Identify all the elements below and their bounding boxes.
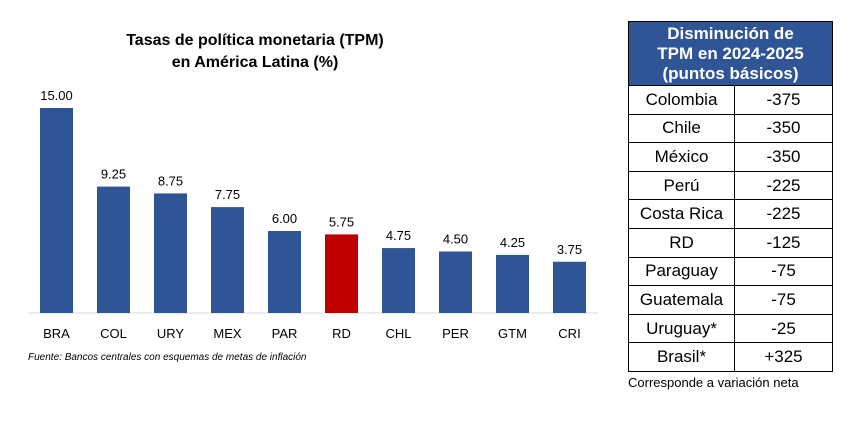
table-cell-country: Guatemala (628, 285, 735, 315)
table-header-line2: TPM en 2024-2025 (657, 44, 804, 63)
data-label-cri: 3.75 (557, 242, 582, 257)
table-header-row: Disminución de TPM en 2024-2025 (puntos … (628, 21, 833, 86)
data-label-col: 9.25 (101, 167, 126, 182)
table-cell-country: Brasil* (628, 342, 735, 372)
table-cell-country: Chile (628, 113, 735, 144)
table-row: Perú -225 (628, 170, 833, 201)
x-tick-label-mex: MEX (213, 326, 242, 341)
table-header-line1: Disminución de (667, 24, 794, 43)
bar-cri (553, 261, 586, 313)
data-label-per: 4.50 (443, 232, 468, 247)
table-cell-country: Costa Rica (628, 199, 735, 229)
table-row: Guatemala -75 (628, 285, 833, 315)
chart-title-line2: en América Latina (%) (171, 54, 339, 71)
x-tick-label-ury: URY (157, 326, 185, 341)
table-cell-value: -350 (734, 113, 833, 144)
x-tick-label-cri: CRI (558, 326, 580, 341)
table-row: Paraguay -75 (628, 256, 833, 287)
bar-mex (211, 207, 244, 313)
table-cell-value: -25 (734, 313, 833, 344)
table-row: Costa Rica -225 (628, 199, 833, 229)
table-cell-country: Colombia (628, 85, 735, 115)
bar-par (268, 231, 301, 313)
table-header: Disminución de TPM en 2024-2025 (puntos … (628, 21, 833, 86)
tpm-reduction-table: Disminución de TPM en 2024-2025 (puntos … (628, 21, 833, 372)
data-label-gtm: 4.25 (500, 235, 525, 250)
table-row: México -350 (628, 142, 833, 172)
chart-title-line1: Tasas de política monetaria (TPM) (126, 32, 384, 49)
table-cell-country: RD (628, 227, 735, 258)
x-tick-label-gtm: GTM (498, 326, 527, 341)
data-label-bra: 15.00 (40, 88, 73, 103)
table-row: Uruguay* -25 (628, 313, 833, 344)
bar-bra (40, 108, 73, 313)
x-tick-label-per: PER (442, 326, 469, 341)
chart-title: Tasas de política monetaria (TPM) en Amé… (90, 30, 420, 74)
table-cell-country: México (628, 142, 735, 172)
data-label-par: 6.00 (272, 211, 297, 226)
table-cell-value: -225 (734, 170, 833, 201)
table-header-line3: (puntos básicos) (662, 64, 799, 83)
table-row: Chile -350 (628, 113, 833, 144)
bar-chart: 15.00 BRA 9.25 COL 8.75 URY 7.75 MEX 6.00 PAR 5.75… (28, 88, 598, 341)
data-label-chl: 4.75 (386, 228, 411, 243)
chart-source: Fuente: Bancos centrales con esquemas de… (28, 352, 307, 363)
table-cell-value: -75 (734, 256, 833, 287)
table-cell-value: -375 (734, 85, 833, 115)
table-cell-value: +325 (734, 342, 833, 372)
bar-col (97, 186, 130, 313)
data-label-rd: 5.75 (329, 214, 354, 229)
table-cell-value: -125 (734, 227, 833, 258)
x-tick-label-bra: BRA (43, 326, 70, 341)
x-tick-label-col: COL (100, 326, 127, 341)
data-label-ury: 8.75 (158, 173, 183, 188)
bar-ury (154, 193, 187, 313)
data-label-mex: 7.75 (215, 187, 240, 202)
table-cell-value: -350 (734, 142, 833, 172)
table-row: Brasil* +325 (628, 342, 833, 372)
bar-chl (382, 248, 415, 313)
table-cell-country: Perú (628, 170, 735, 201)
x-tick-label-chl: CHL (385, 326, 411, 341)
table-row: Colombia -375 (628, 85, 833, 115)
x-tick-label-rd: RD (332, 326, 351, 341)
bar-per (439, 251, 472, 313)
table-cell-value: -75 (734, 285, 833, 315)
table-note: Corresponde a variación neta (628, 375, 799, 390)
table-row: RD -125 (628, 227, 833, 258)
chart-area: Tasas de política monetaria (TPM) en Amé… (28, 30, 598, 363)
table-cell-value: -225 (734, 199, 833, 229)
bar-gtm (496, 254, 529, 313)
table-cell-country: Uruguay* (628, 313, 735, 344)
table-body: Colombia -375 Chile -350 México -350 Perú -225 C… (628, 85, 833, 372)
x-tick-label-par: PAR (272, 326, 298, 341)
bar-rd (325, 234, 358, 313)
table-cell-country: Paraguay (628, 256, 735, 287)
